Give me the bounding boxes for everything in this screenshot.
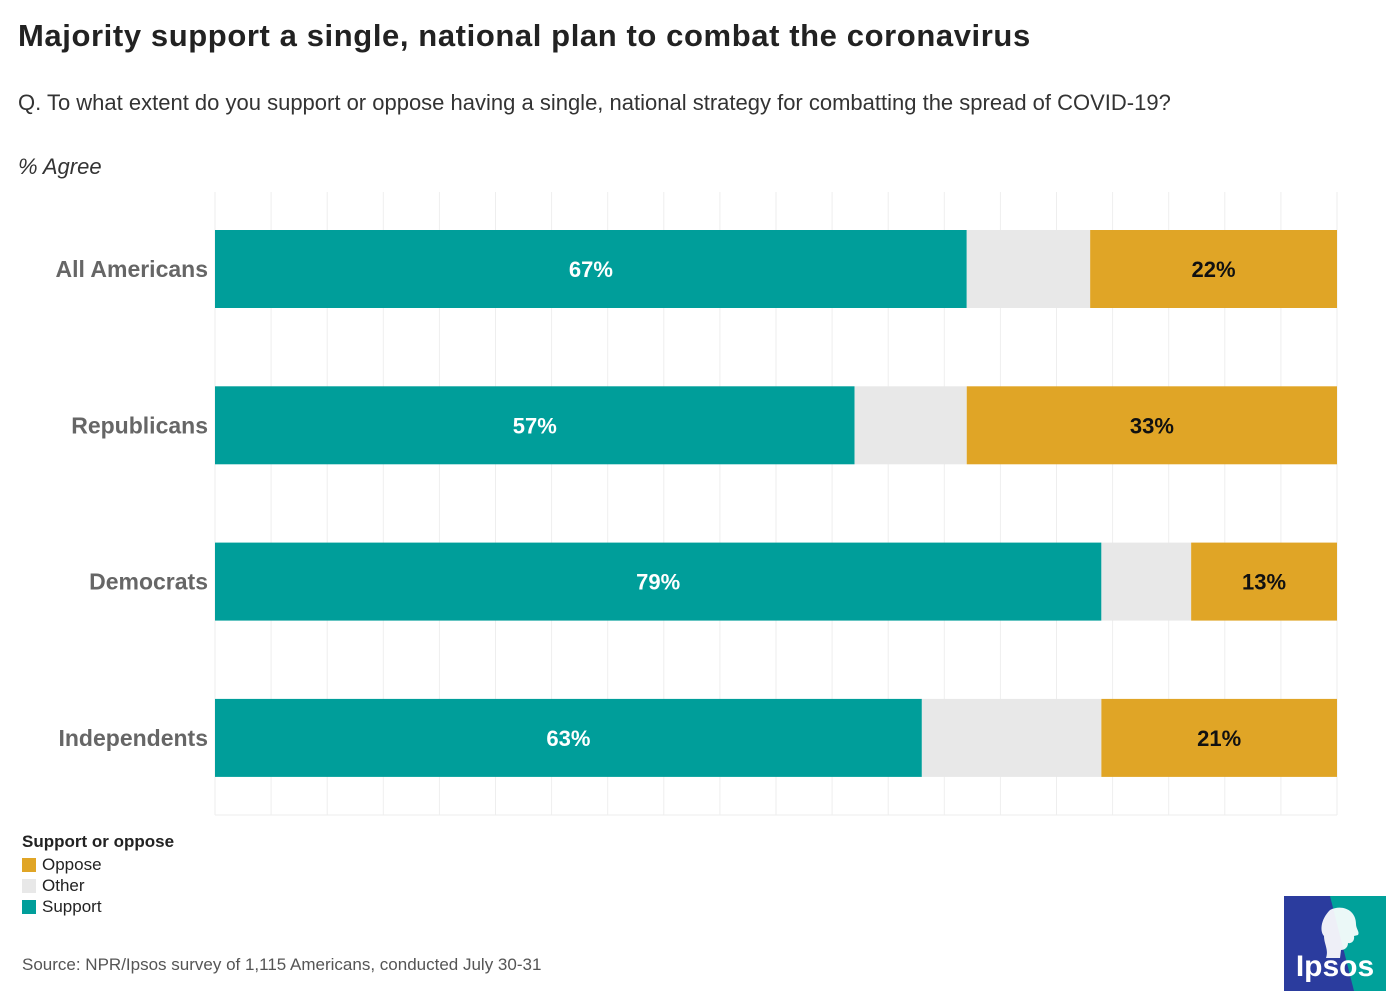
logo-text: Ipsos [1296,950,1374,983]
bar-oppose [966,386,1337,465]
bar-other [854,386,967,465]
bar-support [215,698,922,777]
legend-label-oppose: Oppose [42,854,102,874]
legend-item-other: Other [22,875,174,896]
bar-oppose [1191,542,1337,621]
bar-other [966,230,1091,308]
chart-subtitle: Q. To what extent do you support or oppo… [18,90,1171,115]
bar-oppose [1101,698,1337,777]
data-label-support: 57% [513,413,557,438]
category-label: Independents [58,725,208,751]
legend-title: Support or oppose [22,832,175,851]
category-label: Republicans [71,412,208,438]
data-label-oppose: 21% [1197,726,1241,751]
logo-head-icon [1321,907,1359,958]
legend-item-oppose: Oppose [22,854,174,875]
bar-other [1101,542,1192,621]
ipsos-logo: Ipsos [1284,896,1386,991]
data-label-oppose: 22% [1192,257,1236,282]
stacked-bar-chart: All Americans 67% 22% Republicans 57% 33% Demo… [55,192,1338,816]
category-label: Democrats [89,569,208,595]
bar-other [921,698,1102,777]
legend-label-other: Other [42,875,85,895]
bar-support [215,230,967,308]
data-label-oppose: 33% [1130,413,1174,438]
legend-label-support: Support [42,896,102,916]
bar-support [215,386,855,465]
legend-swatch-oppose [22,857,36,872]
data-label-support: 79% [636,570,680,595]
chart-title: Majority support a single, national plan… [18,18,1031,53]
data-label-oppose: 13% [1242,570,1286,595]
unit-label: % Agree [18,154,102,179]
category-label: All Americans [55,256,208,282]
legend-item-support: Support [22,896,174,917]
source-note: Source: NPR/Ipsos survey of 1,115 Americ… [22,955,542,974]
legend-swatch-other [22,878,36,893]
legend: Support or oppose Oppose Other Support [22,832,174,917]
legend-swatch-support [22,899,36,914]
bar-support [215,542,1102,621]
data-label-support: 63% [546,726,590,751]
data-label-support: 67% [569,257,613,282]
bar-oppose [1090,230,1337,308]
